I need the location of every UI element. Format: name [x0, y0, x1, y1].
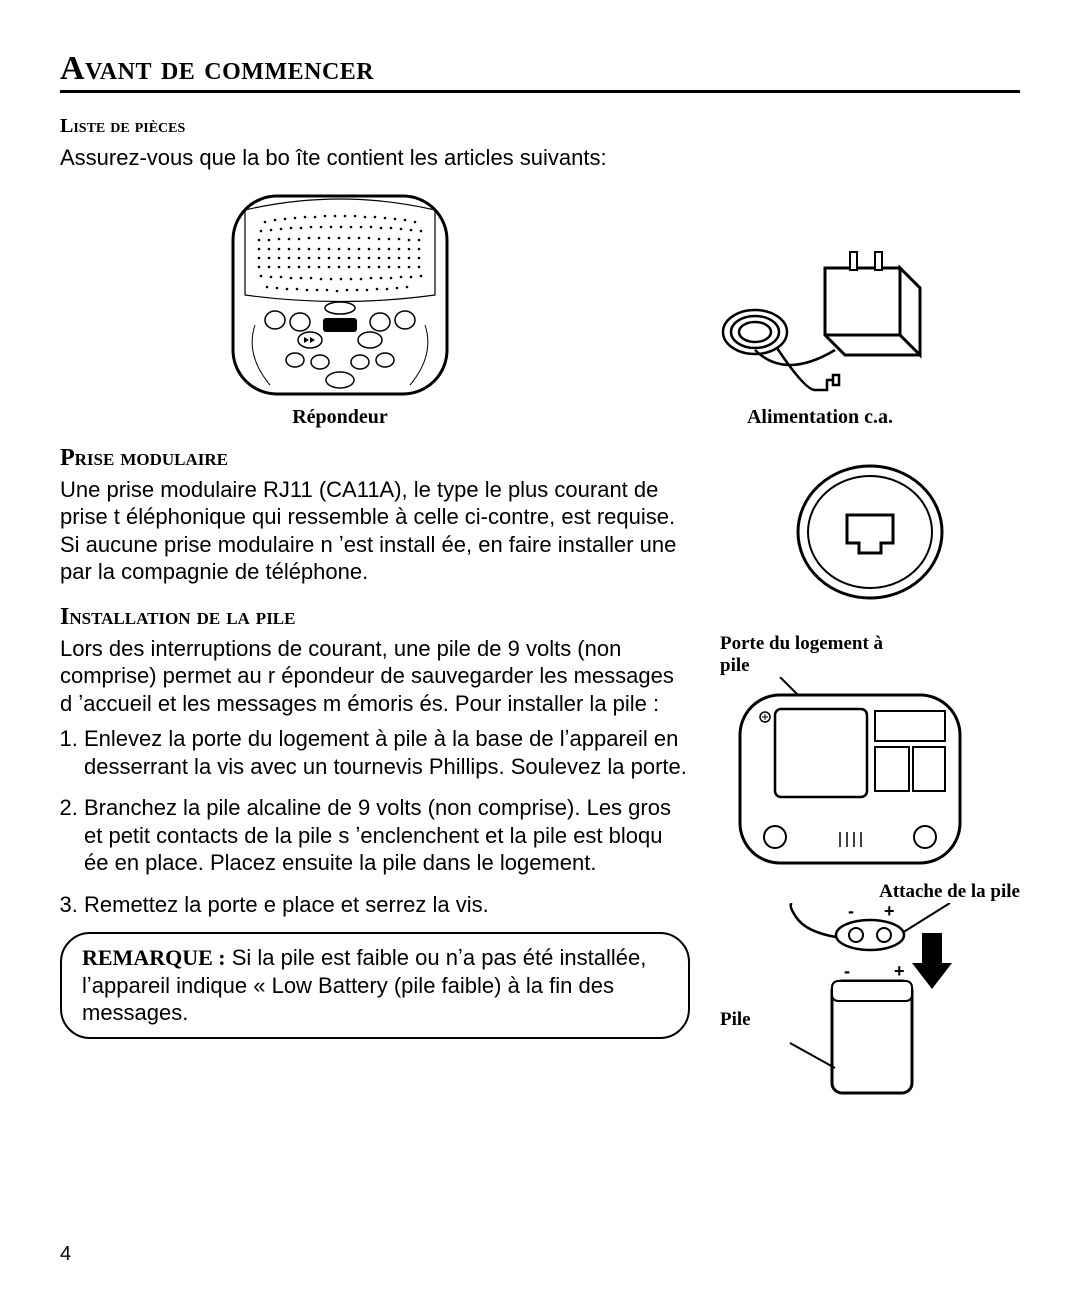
repondeur-illustration: [215, 190, 465, 400]
parts-intro: Assurez-vous que la bo îte contient les …: [60, 144, 1020, 172]
install-steps: Enlevez la porte du logement à pile à la…: [60, 725, 690, 918]
step-2: Branchez la pile alcaline de 9 volts (no…: [84, 794, 690, 877]
page-number: 4: [60, 1243, 71, 1266]
battery-intro: Lors des interruptions de courant, une p…: [60, 635, 690, 718]
svg-text:-: -: [848, 903, 854, 921]
repondeur-caption: Répondeur: [292, 406, 388, 429]
svg-text:+: +: [894, 961, 905, 981]
battery-door-illustration: [720, 677, 980, 877]
parts-figures: Répondeur: [60, 190, 1020, 429]
battery-heading: Installation de la pile: [60, 604, 690, 631]
attache-label: Attache de la pile: [720, 881, 1020, 903]
jack-illustration: [785, 457, 955, 607]
note-label: REMARQUE :: [82, 945, 226, 970]
svg-text:+: +: [884, 903, 895, 921]
jack-heading: Prise modulaire: [60, 445, 690, 472]
step-1: Enlevez la porte du logement à pile à la…: [84, 725, 690, 780]
pile-label: Pile: [720, 1009, 780, 1031]
parts-heading: Liste de pièces: [60, 115, 1020, 138]
jack-body: Une prise modulaire RJ11 (CA11A), le typ…: [60, 476, 690, 586]
page-title: Avant de commencer: [60, 50, 1020, 93]
note-box: REMARQUE : Si la pile est faible ou nʼa …: [60, 932, 690, 1039]
battery-illustration: - + - +: [720, 903, 980, 1103]
svg-text:-: -: [844, 961, 850, 981]
porte-label: Porte du logement à pile: [720, 633, 900, 677]
alimentation-caption: Alimentation c.a.: [747, 406, 893, 429]
alimentation-illustration: [705, 240, 935, 400]
step-3: Remettez la porte e place et serrez la v…: [84, 891, 690, 919]
